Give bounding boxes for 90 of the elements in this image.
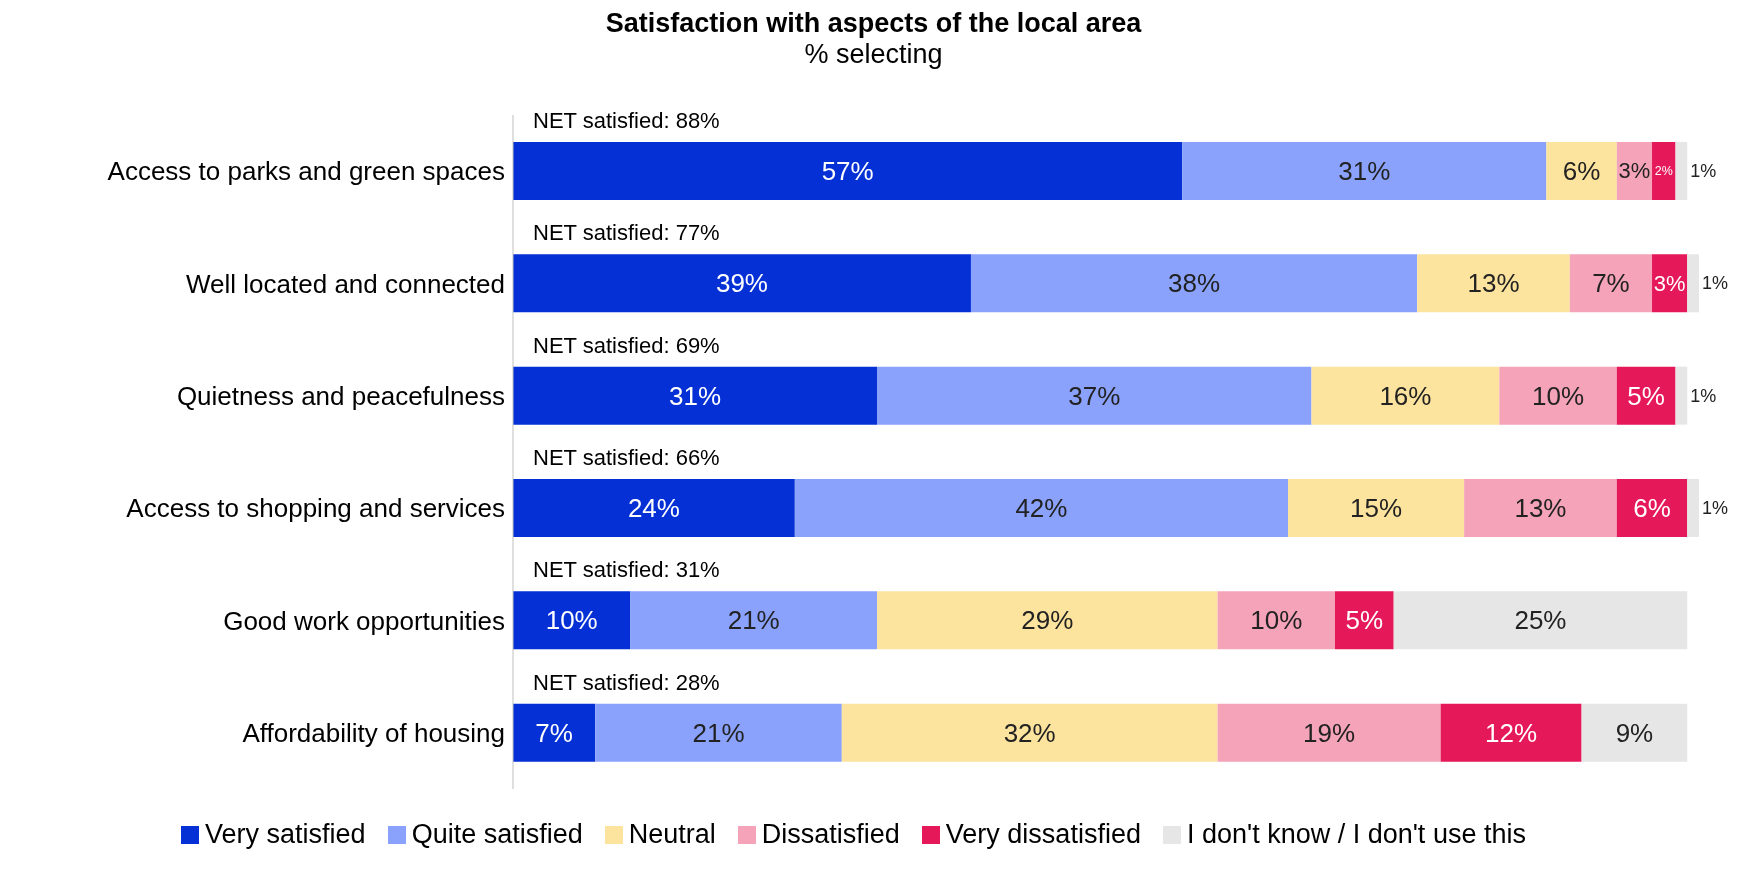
- bar: [1393, 591, 1688, 650]
- bar: [1687, 478, 1699, 537]
- bar: [877, 366, 1312, 425]
- bar: [1217, 591, 1335, 650]
- data-label: 6%: [1633, 492, 1671, 523]
- data-label: 7%: [1592, 268, 1630, 299]
- data-label: 10%: [545, 605, 598, 636]
- data-label: 5%: [1345, 605, 1384, 636]
- legend-label: Very satisfied: [205, 819, 366, 850]
- bar: [1440, 703, 1582, 762]
- data-label: 10%: [1532, 380, 1585, 411]
- data-label: 5%: [1627, 380, 1665, 411]
- data-label: 15%: [1350, 492, 1403, 523]
- bar: [1334, 591, 1394, 650]
- data-label: 21%: [727, 605, 780, 636]
- bar: [1675, 141, 1688, 200]
- data-label: 10%: [1250, 605, 1303, 636]
- chart-subtitle: % selecting: [803, 39, 944, 70]
- bar: [513, 141, 1183, 200]
- data-label: 39%: [715, 268, 768, 299]
- y-tick-label: Access to parks and green spaces: [107, 156, 505, 187]
- annotation: NET satisfied: 66%: [533, 444, 720, 470]
- data-label: 24%: [627, 492, 680, 523]
- annotation: NET satisfied: 88%: [533, 107, 720, 133]
- data-label: 7%: [535, 717, 573, 748]
- data-label: 37%: [1068, 380, 1121, 411]
- y-tick-label: Quietness and peacefulness: [176, 381, 505, 412]
- data-label: 13%: [1467, 268, 1520, 299]
- bar: [513, 366, 878, 425]
- data-label: 2%: [1654, 163, 1673, 178]
- y-tick-label: Access to shopping and services: [126, 493, 505, 524]
- bar: [970, 254, 1418, 313]
- data-label: 9%: [1615, 717, 1654, 748]
- bar: [1675, 366, 1688, 425]
- bar: [1581, 703, 1688, 762]
- annotation: NET satisfied: 69%: [533, 332, 720, 358]
- y-tick-label: Good work opportunities: [223, 605, 505, 636]
- y-tick-label: Well located and connected: [186, 268, 505, 299]
- data-label: 6%: [1562, 155, 1601, 186]
- data-label: 16%: [1379, 380, 1432, 411]
- data-label: 25%: [1514, 605, 1567, 636]
- bar: [1182, 141, 1547, 200]
- bar: [1546, 141, 1617, 200]
- data-label: 32%: [1003, 717, 1056, 748]
- annotation: NET satisfied: 77%: [533, 220, 720, 246]
- bar: [1687, 254, 1699, 313]
- y-tick-label: Affordability of housing: [242, 718, 505, 749]
- legend-label: Dissatisfied: [761, 819, 900, 850]
- bar: [595, 703, 842, 762]
- annotation: NET satisfied: 31%: [533, 557, 720, 583]
- data-label: 31%: [668, 380, 722, 411]
- data-label: 1%: [1690, 160, 1717, 181]
- bar: [1652, 141, 1676, 200]
- legend-label: Very dissatisfied: [945, 819, 1141, 850]
- bar: [513, 591, 631, 650]
- data-label: 21%: [692, 717, 745, 748]
- legend-label: Neutral: [628, 819, 716, 850]
- bar: [1569, 254, 1653, 313]
- data-label: 3%: [1653, 270, 1686, 296]
- legend-label: Quite satisfied: [411, 819, 583, 850]
- bar: [877, 591, 1218, 650]
- bar: [513, 703, 596, 762]
- data-label: 31%: [1338, 155, 1391, 186]
- data-label: 12%: [1485, 717, 1538, 748]
- bar: [513, 478, 795, 537]
- chart-title: Satisfaction with aspects of the local area: [604, 8, 1143, 39]
- bar: [1311, 366, 1500, 425]
- bar: [794, 478, 1289, 537]
- bar: [1464, 478, 1617, 537]
- bar: [630, 591, 878, 650]
- data-label: 1%: [1702, 497, 1729, 518]
- bar: [1616, 366, 1676, 425]
- bar: [1288, 478, 1465, 537]
- bar: [1217, 703, 1441, 762]
- data-label: 1%: [1702, 273, 1729, 294]
- data-label: 3%: [1618, 158, 1651, 184]
- data-label: 38%: [1168, 268, 1221, 299]
- legend-label: I don't know / I don't use this: [1186, 819, 1526, 850]
- bar: [513, 254, 971, 313]
- bar: [1499, 366, 1617, 425]
- bar: [1417, 254, 1570, 313]
- data-label: 1%: [1690, 385, 1717, 406]
- data-label: 13%: [1514, 492, 1567, 523]
- data-label: 19%: [1303, 717, 1356, 748]
- data-label: 42%: [1015, 492, 1068, 523]
- data-label: 29%: [1021, 605, 1074, 636]
- bar: [1616, 478, 1688, 537]
- data-label: 57%: [821, 155, 874, 186]
- annotation: NET satisfied: 28%: [533, 669, 720, 695]
- bar: [841, 703, 1218, 762]
